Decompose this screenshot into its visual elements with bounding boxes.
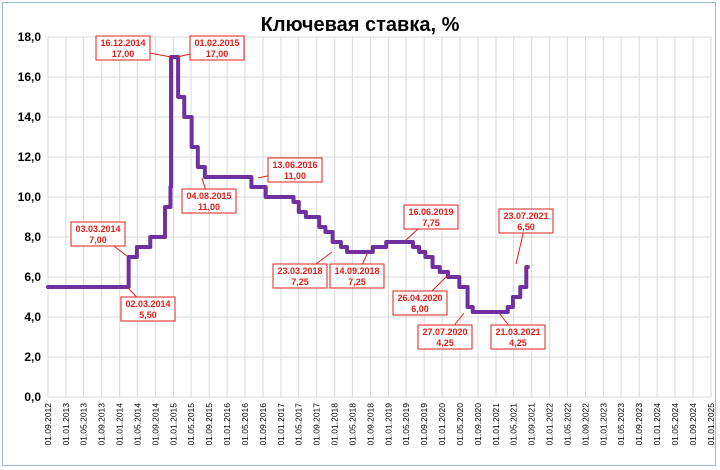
annotation-value: 7,25	[291, 277, 309, 287]
y-tick-label: 10,0	[18, 190, 42, 204]
y-tick-label: 12,0	[18, 150, 42, 164]
x-tick-label: 01.09.2023	[634, 403, 644, 446]
annotation-box	[392, 290, 448, 316]
x-tick-label: 01.09.2015	[204, 403, 214, 446]
x-tick-label: 01.05.2023	[616, 403, 626, 446]
annotation-box	[70, 221, 126, 247]
annotation-box	[498, 208, 554, 234]
x-tick-label: 01.05.2024	[670, 403, 680, 446]
x-tick-label: 01.01.2013	[61, 403, 71, 446]
y-tick-label: 4,0	[24, 310, 41, 324]
axis-layer: 0,0 2,0 4,0 6,0 8,0 10,0 12,0 14,0 16,0 18,0 01.09…	[18, 30, 716, 446]
chart-title: Ключевая ставка, %	[261, 14, 460, 36]
annotation-box	[181, 188, 237, 214]
y-tick-label: 0,0	[24, 390, 41, 404]
line-layer	[46, 55, 530, 314]
x-tick-label: 01.05.2022	[562, 403, 572, 446]
annotation-date: 21.03.2021	[495, 327, 540, 337]
annotation-value: 17,00	[206, 49, 229, 59]
x-tick-label: 01.05.2020	[455, 403, 465, 446]
annotation-box	[120, 296, 176, 322]
y-tick-label: 2,0	[24, 350, 41, 364]
annotation-value: 17,00	[112, 49, 135, 59]
annotation-value: 4,25	[436, 338, 454, 348]
x-tick-label: 01.05.2015	[186, 403, 196, 446]
annotation-date: 16.12.2014	[100, 38, 145, 48]
y-tick-label: 18,0	[18, 30, 42, 44]
x-tick-label: 01.01.2014	[115, 403, 125, 446]
x-tick-label: 01.09.2012	[43, 403, 53, 446]
x-tick-label: 01.09.2018	[365, 403, 375, 446]
annotation-layer: 16.12.201417,0001.02.201517,0003.03.2014…	[70, 35, 554, 350]
x-tick-label: 01.01.2015	[168, 403, 178, 446]
annotation-date: 13.06.2016	[272, 160, 317, 170]
x-tick-label: 01.05.2017	[294, 403, 304, 446]
annotation-date: 01.02.2015	[194, 38, 239, 48]
x-tick-label: 01.05.2019	[401, 403, 411, 446]
x-tick-label: 01.09.2019	[419, 403, 429, 446]
y-tick-label: 14,0	[18, 110, 42, 124]
annotation-box	[417, 324, 473, 350]
annotation-box	[329, 263, 385, 289]
x-tick-label: 01.05.2013	[79, 403, 89, 446]
x-tick-label: 01.01.2023	[598, 403, 608, 446]
annotation-date: 16.06.2019	[408, 207, 453, 217]
annotation-box	[272, 263, 328, 289]
x-tick-label: 01.09.2016	[258, 403, 268, 446]
annotation-value: 6,50	[517, 222, 535, 232]
x-tick-label: 01.01.2017	[276, 403, 286, 446]
y-tick-label: 16,0	[18, 70, 42, 84]
x-tick-label: 01.09.2020	[473, 403, 483, 446]
x-tick-label: 01.05.2021	[509, 403, 519, 446]
annotation-date: 04.08.2015	[186, 191, 231, 201]
x-tick-label: 01.01.2021	[491, 403, 501, 446]
annotation-date: 03.03.2014	[75, 224, 120, 234]
x-tick-label: 01.01.2025	[706, 403, 716, 446]
x-tick-label: 01.05.2016	[240, 403, 250, 446]
annotation-date: 14.09.2018	[334, 266, 379, 276]
x-tick-label: 01.05.2014	[132, 403, 142, 446]
annotation-value: 7,00	[89, 235, 107, 245]
key-rate-line	[46, 55, 530, 314]
x-tick-label: 01.09.2024	[688, 403, 698, 446]
x-tick-label: 01.01.2024	[652, 403, 662, 446]
annotation-box	[490, 324, 546, 350]
x-tick-label: 01.09.2017	[312, 403, 322, 446]
annotation-box	[95, 35, 151, 61]
annotation-box	[189, 35, 245, 61]
annotation-value: 11,00	[198, 202, 220, 212]
x-tick-label: 01.09.2021	[527, 403, 537, 446]
x-tick-label: 01.01.2019	[383, 403, 393, 446]
y-tick-label: 8,0	[24, 230, 41, 244]
x-tick-label: 01.05.2018	[347, 403, 357, 446]
x-tick-label: 01.01.2018	[330, 403, 340, 446]
annotation-value: 7,25	[348, 277, 366, 287]
annotation-value: 7,75	[422, 218, 440, 228]
annotation-date: 26.04.2020	[397, 293, 442, 303]
x-tick-label: 01.01.2022	[545, 403, 555, 446]
annotation-box	[267, 157, 323, 183]
annotation-date: 23.03.2018	[277, 266, 322, 276]
x-tick-label: 01.01.2016	[222, 403, 232, 446]
annotation-value: 11,00	[284, 171, 306, 181]
annotation-value: 6,00	[411, 304, 429, 314]
x-tick-label: 01.09.2013	[97, 403, 107, 446]
grid-layer	[47, 36, 712, 398]
annotation-date: 02.03.2014	[125, 299, 170, 309]
annotation-box	[403, 204, 459, 230]
x-tick-label: 01.09.2014	[150, 403, 160, 446]
x-tick-label: 01.01.2020	[437, 403, 447, 446]
annotation-date: 23.07.2021	[503, 211, 548, 221]
x-tick-label: 01.09.2022	[580, 403, 590, 446]
y-tick-label: 6,0	[24, 270, 41, 284]
annotation-value: 4,25	[509, 338, 527, 348]
annotation-value: 5,50	[139, 310, 157, 320]
annotation-date: 27.07.2020	[422, 327, 467, 337]
